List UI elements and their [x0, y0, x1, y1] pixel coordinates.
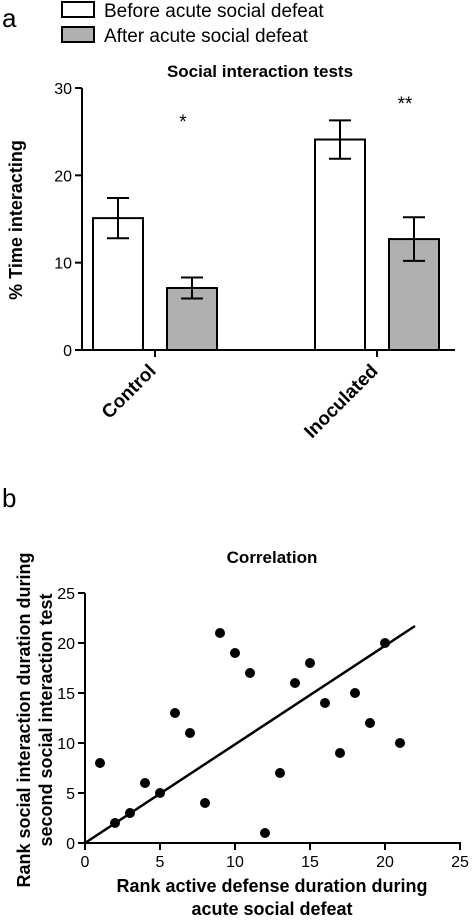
y-tick-label: 20	[54, 168, 72, 185]
legend-item-after: After acute social defeat	[61, 26, 309, 47]
chart-b-title: Correlation	[227, 548, 318, 567]
scatter-point	[140, 778, 150, 788]
chart-b-tick-labels: 0 5 10 15 20 25 0 5 10 15 20 25	[57, 586, 469, 871]
scatter-point	[215, 628, 225, 638]
chart-b-fit-line	[84, 624, 416, 845]
scatter-point	[350, 688, 360, 698]
category-label: Inoculated	[301, 361, 383, 443]
scatter-point	[230, 648, 240, 658]
scatter-point	[305, 658, 315, 668]
scatter-point	[320, 698, 330, 708]
significance-marker: **	[398, 94, 413, 115]
y-tick-label: 30	[54, 81, 72, 98]
chart-a-bars	[92, 119, 440, 352]
bar	[314, 138, 366, 351]
panel-b: b Correlation Rank social interaction du…	[2, 483, 469, 919]
x-tick-label: 0	[81, 854, 90, 871]
y-tick-label: 15	[57, 686, 75, 703]
y-tick-label: 25	[57, 586, 75, 603]
legend-swatch-after	[61, 26, 95, 43]
scatter-point	[380, 638, 390, 648]
scatter-point	[395, 738, 405, 748]
panel-a-letter: a	[2, 3, 17, 33]
chart-b-xlabel-line-2: acute social defeat	[191, 899, 352, 919]
scatter-point	[185, 728, 195, 738]
chart-b-axes	[78, 592, 461, 850]
scatter-point	[290, 678, 300, 688]
x-tick-label: 5	[156, 854, 165, 871]
regression-line	[84, 624, 416, 845]
chart-a-category-labels: Control Inoculated	[98, 361, 383, 443]
x-tick-label: 10	[226, 854, 244, 871]
y-tick-label: 20	[57, 636, 75, 653]
y-tick-label: 0	[63, 343, 72, 360]
legend: Before acute social defeat After acute s…	[61, 1, 324, 47]
chart-a-title: Social interaction tests	[167, 62, 353, 81]
chart-a-significance: ***	[179, 94, 413, 133]
scatter-point	[200, 798, 210, 808]
scatter-point	[245, 668, 255, 678]
scatter-point	[170, 708, 180, 718]
chart-b-ylabel-line-1: Rank social interaction duration during	[14, 552, 34, 887]
chart-b-ylabel-line-2: second social interaction test	[36, 593, 56, 846]
scatter-point	[155, 788, 165, 798]
chart-b-points	[95, 628, 405, 838]
x-tick-label: 20	[376, 854, 394, 871]
y-tick-label: 10	[54, 256, 72, 273]
scatter-point	[125, 808, 135, 818]
scatter-point	[95, 758, 105, 768]
chart-b-xlabel-line-1: Rank active defense duration during	[116, 876, 427, 896]
legend-label-before: Before acute social defeat	[104, 1, 324, 22]
panel-b-letter: b	[2, 483, 16, 513]
y-tick-label: 0	[66, 836, 75, 853]
category-label: Control	[98, 361, 161, 424]
scatter-point	[110, 818, 120, 828]
y-tick-label: 5	[66, 786, 75, 803]
legend-swatch-before	[61, 1, 95, 18]
x-tick-label: 15	[301, 854, 319, 871]
chart-b-ylabel: Rank social interaction duration during …	[14, 552, 56, 887]
chart-a-ylabel: % Time interacting	[6, 140, 26, 300]
scatter-point	[365, 718, 375, 728]
legend-item-before: Before acute social defeat	[61, 1, 324, 22]
significance-marker: *	[179, 112, 187, 133]
legend-label-after: After acute social defeat	[104, 26, 309, 47]
bar	[92, 217, 144, 351]
panel-a: a Before acute social defeat After acute…	[2, 1, 455, 443]
scatter-point	[260, 828, 270, 838]
scatter-point	[275, 768, 285, 778]
scatter-point	[335, 748, 345, 758]
chart-a-tick-labels: 0 10 20 30	[54, 81, 72, 360]
x-tick-label: 25	[451, 854, 469, 871]
y-tick-label: 10	[57, 736, 75, 753]
